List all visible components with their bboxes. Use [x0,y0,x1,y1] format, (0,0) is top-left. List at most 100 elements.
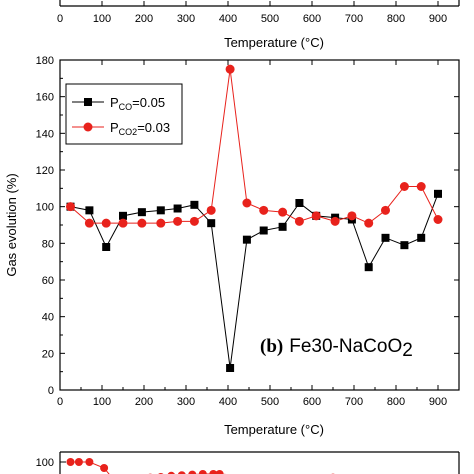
data-point-co2 [242,198,252,208]
data-point-co [137,208,146,217]
data-point-co2 [66,202,75,212]
data-point-co2 [173,216,183,226]
data-point-co2 [101,218,111,228]
legend-box [65,83,183,145]
panel-b-y-tick-label: 20 [42,348,54,360]
panel-b-x-tick-label: 0 [57,396,63,408]
data-point-co2 [189,216,199,226]
panel-a-x-tick-label: 0 [57,13,63,25]
panel-b-y-tick-label: 60 [42,275,54,287]
data-point-co2 [330,216,340,226]
panel-b-y-tick-label: 100 [36,202,54,214]
data-point-co2 [381,205,390,215]
data-point-co2 [294,216,304,226]
panel-b-y-axis-title: Gas evolution (%) [4,173,19,276]
data-point-co [207,219,216,228]
panel-a-x-tick-label: 200 [135,13,153,25]
data-point-co [295,199,304,207]
panel-a-x-tick-label: 300 [177,13,195,25]
panel-c-data-point [74,458,83,466]
panel-b-x-tick-label: 600 [303,396,321,408]
panel-a-x-tick-label: 800 [387,13,405,25]
data-point-co [173,204,182,213]
data-point-co2 [137,218,147,228]
data-point-co [119,211,127,220]
panel-b-x-axis-title: Temperature (°C) [224,422,324,437]
data-point-co2 [416,182,426,191]
legend-marker-co2 [83,122,93,132]
panel-b-x-tick-label: 200 [135,396,153,408]
panel-c-data-point [209,470,218,474]
panel-a: 0 100 200 300 400 500 600 700 800 900 Temperature… [57,0,460,50]
panel-c-data-point [100,464,109,472]
data-point-co [242,235,251,244]
data-point-co [226,364,235,372]
panel-a-x-tick-label: 100 [93,13,111,25]
data-point-co2 [206,205,216,215]
panel-b-x-tick-label: 900 [429,396,447,408]
data-point-co [259,226,268,235]
series-line-co [70,193,439,369]
panel-b-x-tick-label: 100 [93,396,111,408]
panel-c-data-point [177,471,186,474]
panel-c-series [66,458,335,474]
panel-b-y-tick-label: 180 [36,55,54,67]
panel-c-y-tick-label: 100 [36,457,54,469]
data-point-co2 [118,218,128,228]
data-point-co2 [347,211,357,221]
panel-b-y-tick-label: 80 [42,238,54,250]
legend-marker-co [84,98,92,106]
panel-c-data-point [215,470,224,474]
panel-b-y-tick-label: 40 [42,312,54,324]
data-point-co2 [433,215,443,224]
data-point-co2 [399,182,409,191]
panel-c-data-point [188,470,197,474]
panel-c: 100 [36,451,460,474]
data-point-co [381,233,390,242]
legend: PCO=0.05 PCO2=0.03 [65,83,183,145]
panel-b-series [66,64,443,372]
panel-b-y-tick-label: 0 [48,385,54,397]
panel-c-data-point [167,471,175,474]
panel-a-x-tick-label: 400 [219,13,237,25]
data-point-co2 [225,64,235,74]
panel-a-x-ticks: 0 100 200 300 400 500 600 700 800 900 [57,1,447,25]
panel-b-x-ticks: 0 100 200 300 400 500 600 700 800 900 [57,60,447,408]
panel-b-y-tick-label: 160 [36,92,54,104]
panel-a-x-tick-label: 600 [303,13,321,25]
panel-a-x-tick-label: 500 [261,13,279,25]
data-point-co2 [364,218,374,228]
data-point-co2 [259,205,269,215]
panel-b-x-tick-label: 500 [261,396,279,408]
legend-label-co: PCO=0.05 [110,95,165,112]
data-point-co [434,189,442,198]
data-point-co [400,241,409,250]
data-point-co [85,206,94,215]
panel-b-x-tick-label: 400 [219,396,237,408]
panel-a-x-tick-label: 700 [345,13,363,25]
data-point-co [156,206,165,215]
panel-c-data-point [66,458,75,466]
data-point-co [102,243,111,251]
data-point-co [278,222,287,231]
panel-a-x-tick-label: 900 [429,13,447,25]
data-point-co2 [156,218,166,228]
panel-b-x-tick-label: 300 [177,396,195,408]
panel-b-x-tick-label: 800 [387,396,405,408]
legend-label-co2: PCO2=0.03 [110,120,170,137]
panel-b-y-tick-label: 140 [36,128,54,140]
panel-b: 0 100 200 300 400 500 600 700 800 900 0 20 40 60 80 10… [4,55,460,437]
panel-b-y-tick-label: 120 [36,165,54,177]
panel-c-data-point [85,458,94,466]
series-line-co2 [70,69,439,224]
panel-b-x-tick-label: 700 [345,396,363,408]
data-point-co [190,200,199,209]
data-point-co2 [84,218,94,228]
data-point-co [417,233,426,242]
data-point-co [364,263,373,272]
panel-c-data-point [198,470,207,474]
panel-a-x-axis-title: Temperature (°C) [224,35,324,50]
panel-b-label: (b) Fe30-NaCoO2 [260,336,413,361]
data-point-co2 [278,207,288,217]
